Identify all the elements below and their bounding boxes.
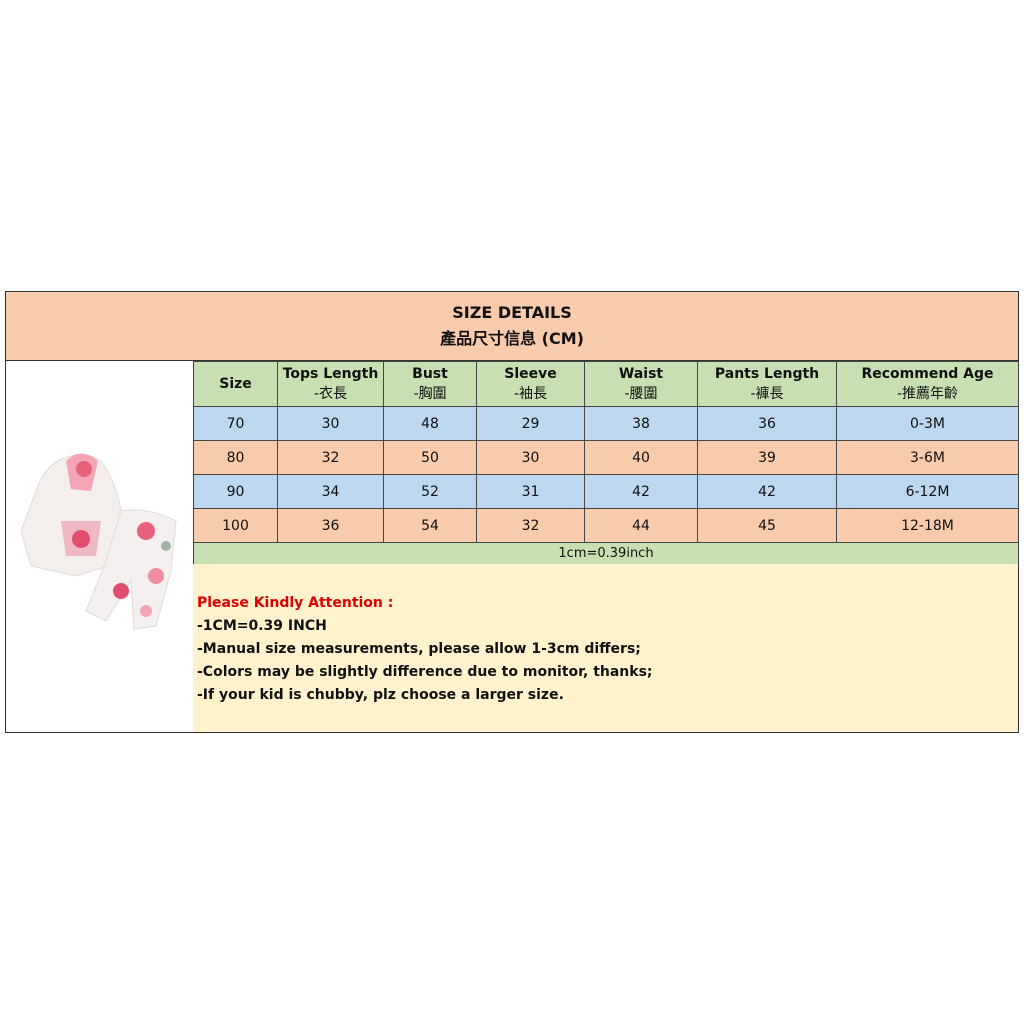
conversion-note: 1cm=0.39inch	[193, 542, 1019, 565]
cell: 36	[277, 508, 384, 543]
header-waist: Waist -腰圍	[584, 361, 698, 407]
hoodie-illustration	[20, 453, 125, 577]
cell: 31	[476, 474, 585, 509]
table-row: 90 34 52 31 42 42 6-12M	[193, 474, 1019, 509]
cell: 30	[277, 406, 384, 441]
cell: 29	[476, 406, 585, 441]
title-cn: 產品尺寸信息 (CM)	[440, 329, 584, 348]
cell: 44	[584, 508, 698, 543]
cell: 54	[383, 508, 477, 543]
cell: 42	[584, 474, 698, 509]
header-row: Size Tops Length -衣長 Bust -胸圍 Sleeve -袖長 Wa…	[193, 361, 1019, 407]
cell: 40	[584, 440, 698, 475]
pants-illustration	[85, 509, 177, 630]
attention-line: -If your kid is chubby, plz choose a lar…	[197, 687, 564, 703]
cell: 100	[193, 508, 278, 543]
attention-line: -Manual size measurements, please allow …	[197, 641, 641, 657]
cell: 45	[697, 508, 837, 543]
cell: 36	[697, 406, 837, 441]
cell: 38	[584, 406, 698, 441]
attention-line: -1CM=0.39 INCH	[197, 618, 327, 634]
table-row: 80 32 50 30 40 39 3-6M	[193, 440, 1019, 475]
header-bust: Bust -胸圍	[383, 361, 477, 407]
cell: 0-3M	[836, 406, 1019, 441]
table-row: 70 30 48 29 38 36 0-3M	[193, 406, 1019, 441]
cell: 3-6M	[836, 440, 1019, 475]
header-tops-length: Tops Length -衣長	[277, 361, 384, 407]
attention-note: Please Kindly Attention : -1CM=0.39 INCH…	[193, 564, 1018, 732]
cell: 70	[193, 406, 278, 441]
cell: 32	[277, 440, 384, 475]
cell: 52	[383, 474, 477, 509]
title-en: SIZE DETAILS	[452, 303, 572, 322]
size-table: Size Tops Length -衣長 Bust -胸圍 Sleeve -袖長 Wa…	[193, 361, 1019, 565]
cell: 90	[193, 474, 278, 509]
size-chart: SIZE DETAILS 產品尺寸信息 (CM) Size	[5, 291, 1019, 733]
cell: 50	[383, 440, 477, 475]
conversion-row: 1cm=0.39inch	[193, 542, 1019, 565]
table-row: 100 36 54 32 44 45 12-18M	[193, 508, 1019, 543]
attention-heading: Please Kindly Attention :	[197, 595, 394, 611]
cell: 6-12M	[836, 474, 1019, 509]
cell: 30	[476, 440, 585, 475]
cell: 48	[383, 406, 477, 441]
header-size: Size	[193, 361, 278, 407]
cell: 39	[697, 440, 837, 475]
attention-line: -Colors may be slightly difference due t…	[197, 664, 653, 680]
chart-title: SIZE DETAILS 產品尺寸信息 (CM)	[6, 292, 1018, 361]
cell: 12-18M	[836, 508, 1019, 543]
header-sleeve: Sleeve -袖長	[476, 361, 585, 407]
header-pants-length: Pants Length -褲長	[697, 361, 837, 407]
header-recommend-age: Recommend Age -推薦年齡	[836, 361, 1019, 407]
cell: 80	[193, 440, 278, 475]
cell: 32	[476, 508, 585, 543]
product-image	[6, 361, 194, 732]
cell: 34	[277, 474, 384, 509]
cell: 42	[697, 474, 837, 509]
